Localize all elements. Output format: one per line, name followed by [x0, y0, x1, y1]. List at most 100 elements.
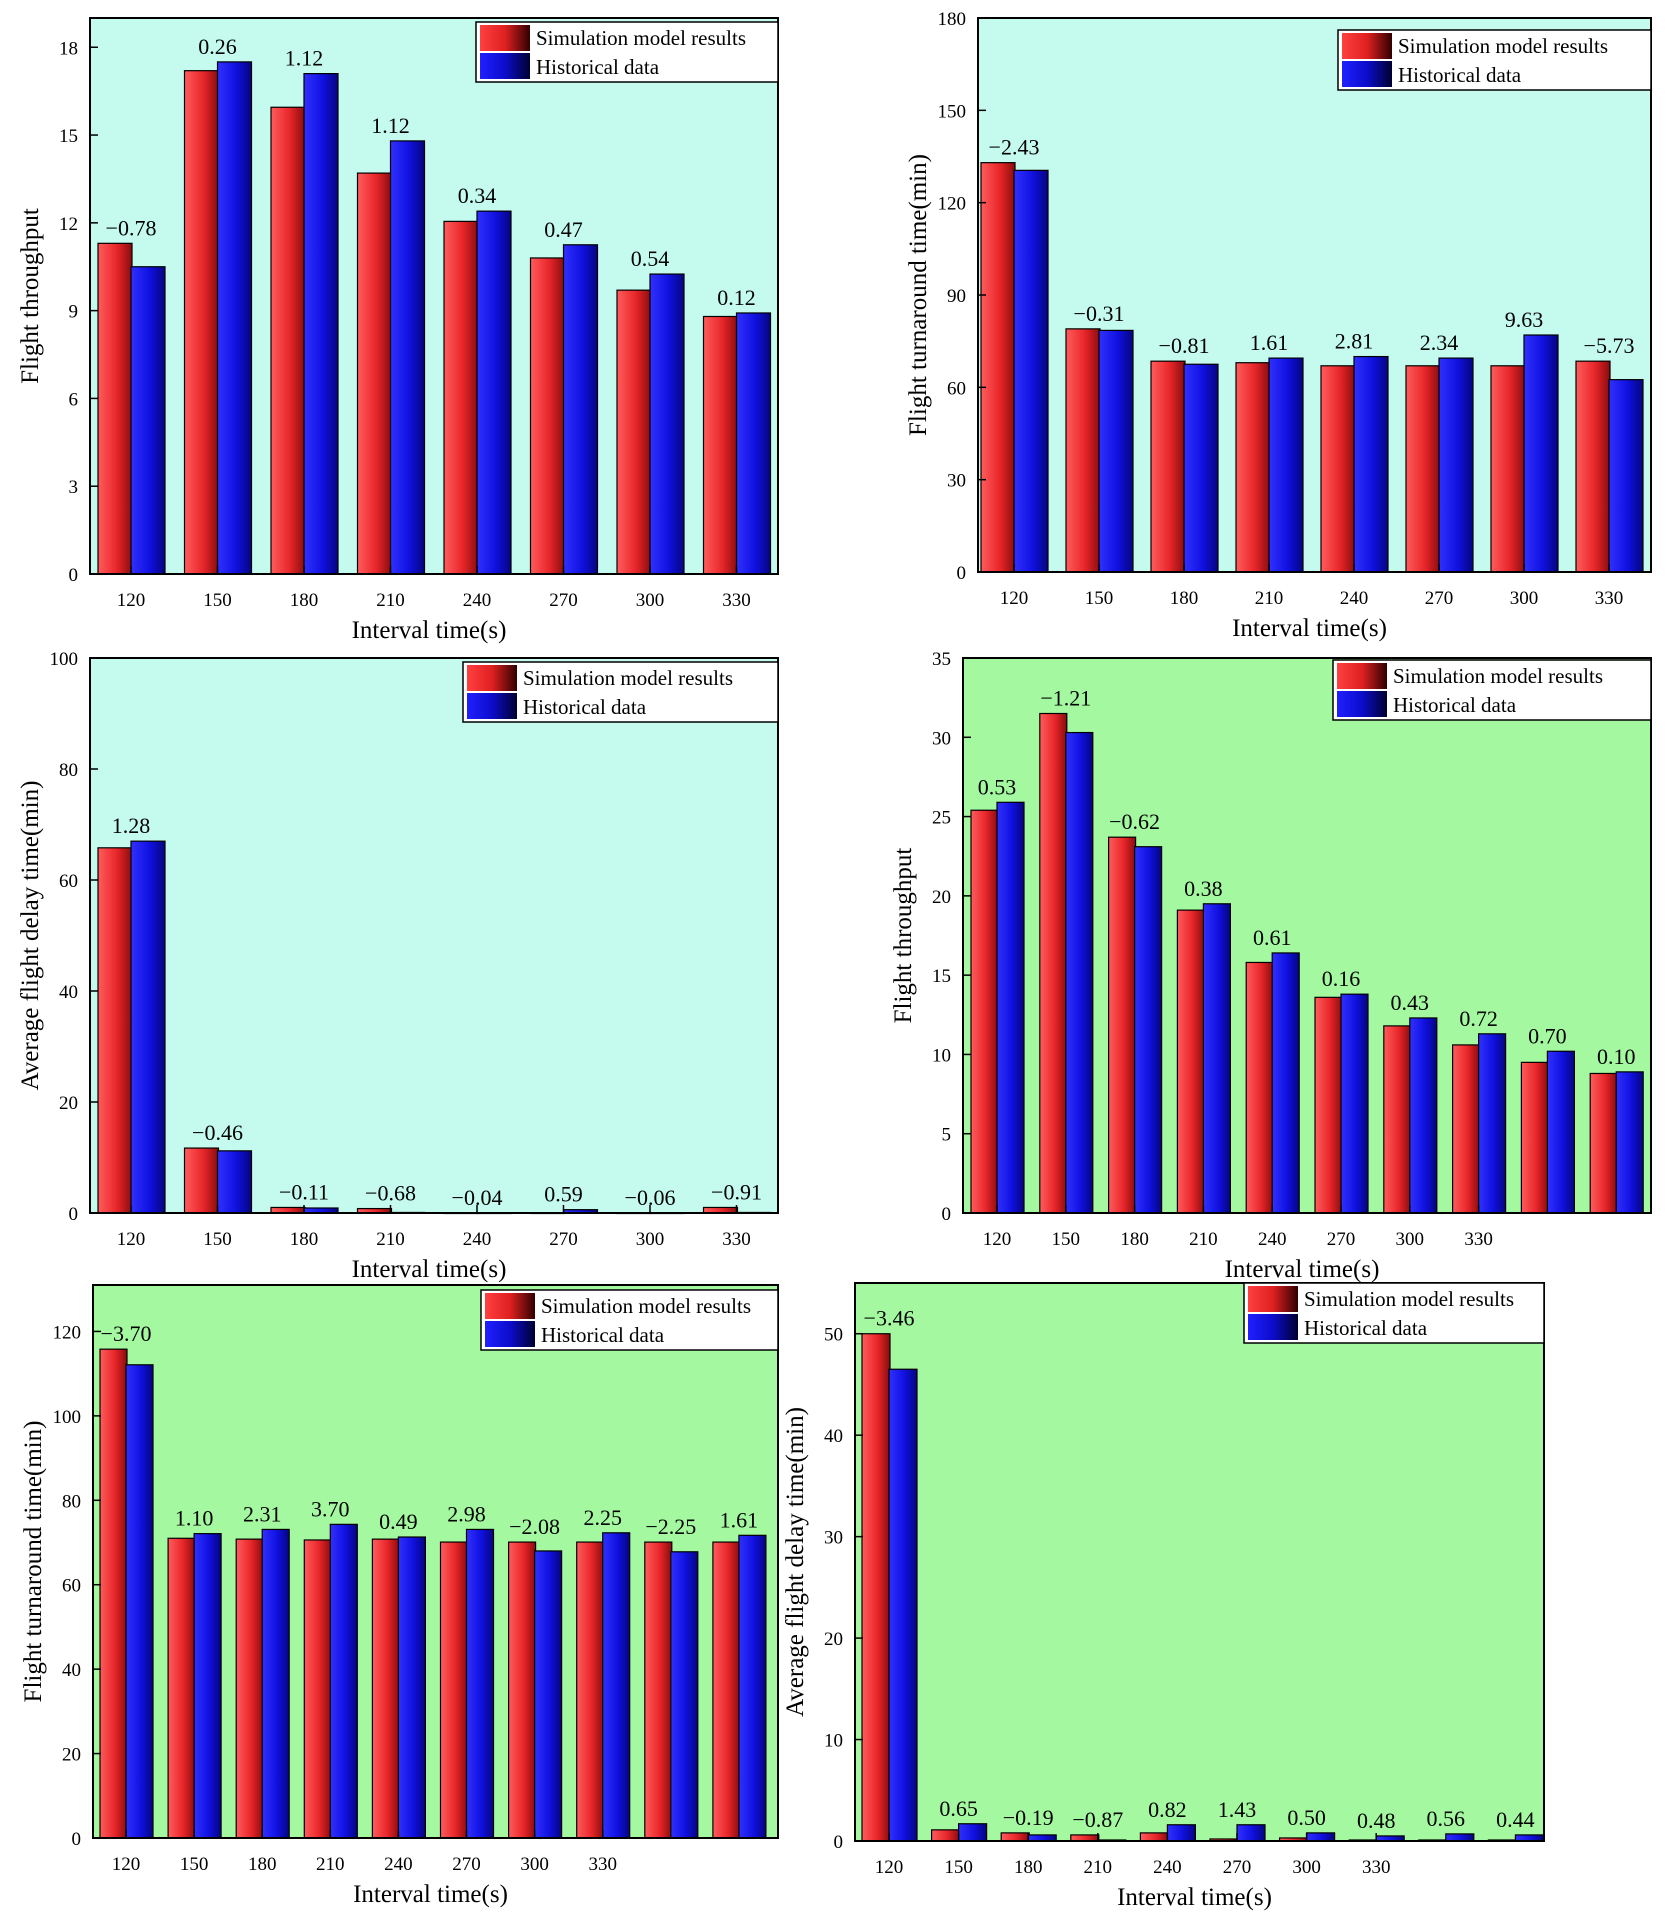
legend: Simulation model results Historical data: [1332, 659, 1652, 721]
data-label: −0.46: [192, 1120, 243, 1145]
y-tick-label: 80: [62, 1491, 81, 1512]
x-tick-label: 210: [1084, 1857, 1113, 1878]
sim-bar-8: [576, 1541, 605, 1839]
hist-bar-3: [1183, 363, 1219, 573]
y-tick-label: 30: [824, 1528, 843, 1549]
y-tick-label: 50: [824, 1325, 843, 1346]
legend-swatch-sim: [480, 25, 530, 51]
y-tick-label: 15: [59, 126, 78, 147]
sim-bar-1: [97, 847, 133, 1214]
data-label: 1.12: [285, 46, 324, 71]
y-tick-label: 20: [824, 1629, 843, 1650]
data-label: 0.10: [1597, 1044, 1636, 1069]
sim-bar-8: [702, 315, 739, 575]
x-tick-label: 180: [1170, 588, 1199, 609]
data-label: 1.61: [1250, 330, 1289, 355]
data-label: 2.25: [583, 1505, 622, 1530]
legend: Simulation model results Historical data: [480, 1289, 779, 1351]
sim-bar-1: [970, 809, 999, 1214]
plot-frame: [89, 657, 779, 1214]
hist-bar-4: [1268, 357, 1304, 573]
legend-label-hist: Historical data: [541, 1323, 665, 1347]
x-tick-label: 120: [112, 1854, 141, 1875]
sim-bar-7: [1383, 1025, 1412, 1214]
hist-bar-1: [125, 1364, 154, 1839]
data-label: 2.31: [243, 1501, 282, 1526]
sim-bar-4: [356, 172, 393, 575]
legend-label-sim: Simulation model results: [536, 26, 746, 50]
x-tick-label: 150: [1052, 1229, 1081, 1250]
sim-bar-6: [1314, 996, 1343, 1214]
sim-bar-7: [508, 1541, 537, 1839]
hist-bar-1: [888, 1368, 918, 1842]
x-tick-label: 150: [1085, 588, 1114, 609]
sim-bar-6: [529, 257, 566, 575]
y-tick-label: 180: [938, 9, 967, 30]
legend: Simulation model results Historical data: [1337, 29, 1652, 91]
x-tick-label: 270: [1425, 588, 1454, 609]
x-tick-label: 210: [376, 590, 405, 611]
data-label: 1.61: [720, 1507, 759, 1532]
x-tick-label: 270: [549, 1229, 578, 1250]
data-label: 9.63: [1505, 307, 1544, 332]
hist-bar-8: [1477, 1033, 1507, 1214]
hist-bar-8: [1608, 379, 1644, 573]
data-label: 1.12: [371, 113, 410, 138]
sim-bar-5: [1139, 1832, 1170, 1842]
legend-swatch-sim: [1337, 663, 1387, 689]
x-tick-label: 180: [1014, 1857, 1043, 1878]
data-label: 0.70: [1528, 1023, 1567, 1048]
data-label: 0.48: [1357, 1808, 1396, 1833]
sim-bar-2: [930, 1829, 961, 1842]
hist-bar-2: [193, 1533, 222, 1839]
sim-bar-7: [1490, 365, 1526, 573]
chart-panel-3: 1.28−0.46−0.11 −0.68 −0.04 0.59 −0.06 −0.9102…: [17, 649, 779, 1283]
data-label: −2.43: [989, 135, 1040, 160]
chart-panel-2: −2.43 −0.31 −0.81 1.61 2.81 2.34 9.63 −5.73 0 30 6…: [905, 9, 1652, 642]
sim-bar-4: [1235, 362, 1271, 573]
hist-bar-7: [1523, 334, 1559, 573]
x-tick-label: 300: [1510, 588, 1539, 609]
plot-frame: [962, 657, 1652, 1214]
data-label: −3.70: [101, 1321, 152, 1346]
legend-label-hist: Historical data: [536, 55, 660, 79]
data-label: −1.21: [1040, 686, 1091, 711]
hist-bar-9: [670, 1551, 699, 1839]
x-tick-label: 180: [290, 1229, 319, 1250]
y-tick-label: 60: [947, 378, 966, 399]
sim-bar-3: [1107, 836, 1137, 1214]
hist-bar-5: [476, 210, 512, 575]
x-axis-title: Interval time(s): [352, 617, 507, 644]
legend-swatch-sim: [485, 1293, 535, 1319]
x-tick-label: 270: [452, 1854, 481, 1875]
plot-frame: [854, 1282, 1545, 1842]
y-tick-label: 3: [69, 477, 79, 498]
y-tick-label: 40: [62, 1660, 81, 1681]
x-tick-label: 330: [588, 1854, 617, 1875]
hist-bar-1: [130, 840, 166, 1214]
hist-bar-4: [1202, 903, 1232, 1214]
chart-panel-5: −3.70 1.10 2.31 3.70 0.49 2.98 −2.08 2.25 −2.25 1…: [20, 1284, 779, 1908]
hist-bar-5: [1271, 952, 1300, 1214]
hist-bar-1: [130, 266, 166, 575]
hist-bar-5: [1166, 1824, 1197, 1842]
y-tick-label: 80: [59, 760, 78, 781]
plot-frame: [89, 17, 779, 575]
y-tick-label: 120: [938, 194, 967, 215]
y-tick-label: 20: [59, 1093, 78, 1114]
y-tick-label: 40: [59, 982, 78, 1003]
legend: Simulation model results Historical data: [1243, 1282, 1545, 1344]
sim-bar-2: [1039, 712, 1068, 1214]
data-label: 0.49: [379, 1509, 418, 1534]
hist-bar-8: [602, 1532, 631, 1839]
data-label: 0.26: [198, 34, 237, 59]
data-label: 2.98: [447, 1501, 486, 1526]
x-tick-label: 180: [1120, 1229, 1149, 1250]
y-tick-label: 30: [947, 471, 966, 492]
y-tick-label: 20: [62, 1745, 81, 1766]
x-tick-label: 120: [875, 1857, 904, 1878]
x-tick-label: 120: [117, 1229, 146, 1250]
y-tick-label: 100: [53, 1407, 82, 1428]
x-tick-label: 330: [1595, 588, 1624, 609]
y-axis-title: Flight turnaround time(min): [905, 154, 932, 436]
